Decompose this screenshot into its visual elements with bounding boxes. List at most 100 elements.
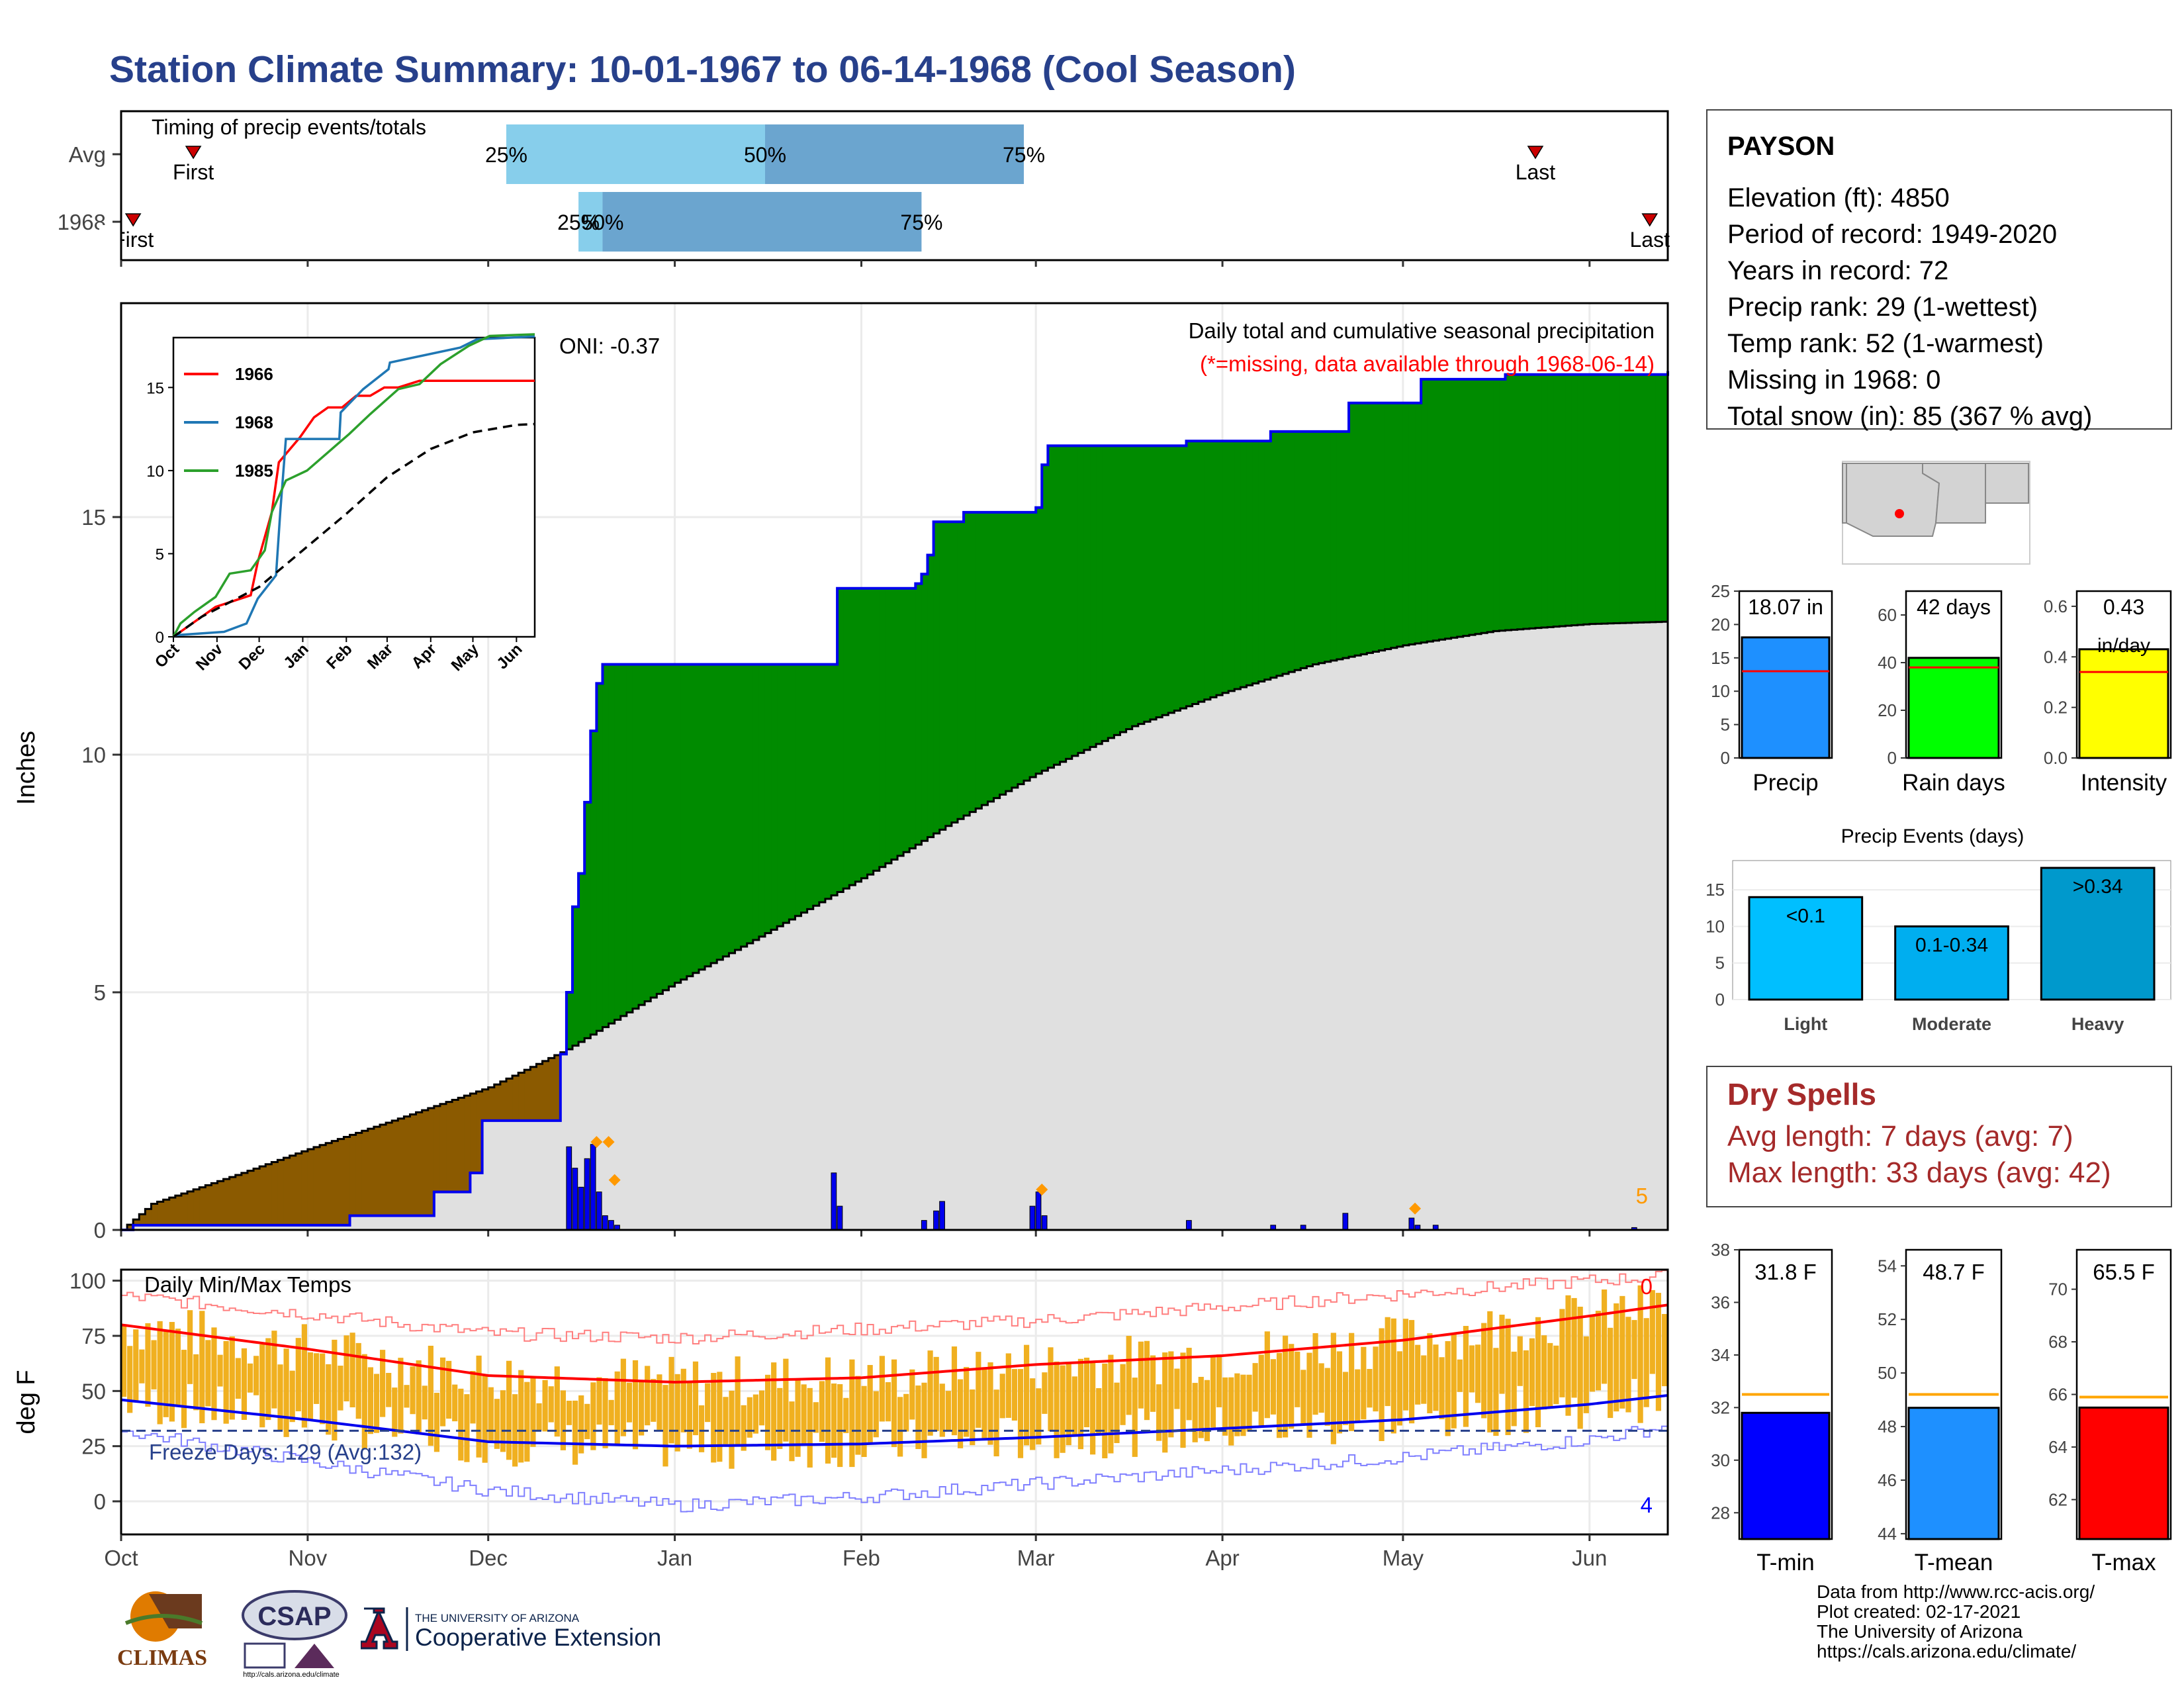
daily-temp-range-bar — [921, 1382, 927, 1458]
daily-temp-range-bar — [795, 1380, 801, 1457]
temp-summary-ytick-label: 50 — [1878, 1363, 1897, 1383]
summary-value-label: 42 days — [1917, 595, 1991, 619]
daily-temp-range-bar — [554, 1366, 560, 1437]
daily-temp-range-bar — [470, 1371, 476, 1424]
cumulative-ytick-label: 0 — [94, 1218, 106, 1243]
daily-temp-range-bar — [711, 1373, 717, 1463]
daily-temp-range-bar — [295, 1338, 301, 1411]
footer-line-url: https://cals.arizona.edu/climate/ — [1817, 1641, 2077, 1662]
daily-temp-range-bar — [175, 1329, 181, 1407]
deficit-slice — [494, 1084, 501, 1121]
cumulative-panel: 0 5 10 15 Daily total and cumulative season… — [13, 302, 1669, 1243]
deficit-slice — [530, 1066, 537, 1121]
deficit-slice — [157, 1201, 164, 1225]
daily-temp-range-bar — [764, 1374, 771, 1450]
surplus-slice — [645, 664, 651, 1002]
dry-spells-box: Dry Spells Avg length: 7 days (avg: 7) M… — [1706, 1066, 2172, 1207]
timing-bar-25-50 — [578, 192, 603, 252]
temp-summary-ytick-label: 38 — [1711, 1240, 1730, 1260]
surplus-slice — [1005, 512, 1013, 792]
surplus-slice — [1150, 445, 1157, 720]
daily-temp-range-bar — [488, 1387, 494, 1442]
surplus-slice — [1186, 441, 1193, 706]
deficit-slice — [289, 1155, 296, 1225]
daily-temp-range-bar — [1541, 1335, 1547, 1410]
daily-temp-range-bar — [187, 1310, 193, 1384]
daily-temp-range-bar — [1120, 1364, 1126, 1425]
daily-temp-range-bar — [1499, 1315, 1505, 1394]
surplus-slice — [789, 664, 796, 919]
deficit-slice — [349, 1135, 357, 1216]
surplus-slice — [1475, 379, 1482, 634]
surplus-slice — [1355, 402, 1361, 656]
station-elevation: Elevation (ft): 4850 — [1727, 183, 1950, 212]
deficit-slice — [482, 1089, 489, 1121]
station-years: Years in record: 72 — [1727, 256, 1949, 285]
daily-temp-range-bar — [1192, 1383, 1198, 1442]
deficit-slice — [235, 1174, 242, 1225]
daily-temp-range-bar — [217, 1354, 223, 1387]
temp-summary-panel-label: T-mean — [1915, 1550, 1993, 1575]
daily-temp-range-bar — [1144, 1340, 1150, 1421]
daily-temp-range-bar — [1643, 1318, 1649, 1407]
deficit-slice — [253, 1168, 260, 1225]
daily-temp-range-bar — [783, 1358, 789, 1442]
daily-temp-range-bar — [1283, 1335, 1289, 1438]
daily-temp-range-bar — [1402, 1319, 1409, 1411]
station-period: Period of record: 1949-2020 — [1727, 220, 2058, 249]
surplus-slice — [1330, 431, 1338, 661]
daily-temp-range-bar — [524, 1382, 530, 1462]
summary-unit-label: in/day — [2097, 635, 2150, 657]
surplus-slice — [1469, 379, 1476, 635]
temp-summary-ytick-label: 46 — [1878, 1470, 1897, 1490]
station-location-dot — [1895, 509, 1904, 518]
surplus-slice — [1457, 379, 1464, 637]
surplus-slice — [639, 664, 645, 1006]
surplus-slice — [1427, 379, 1433, 642]
surplus-slice — [1312, 431, 1320, 665]
surplus-slice — [831, 664, 838, 896]
summary-panel-label: Rain days — [1902, 770, 2005, 796]
daily-temp-range-bar — [1631, 1320, 1637, 1380]
daily-temp-range-bar — [614, 1371, 620, 1445]
surplus-slice — [1547, 374, 1554, 628]
daily-temp-range-bar — [1077, 1358, 1084, 1450]
csap-logo-text: CSAP — [257, 1602, 331, 1631]
daily-temp-range-bar — [843, 1397, 849, 1433]
daily-temp-range-bar — [205, 1340, 211, 1407]
surplus-slice — [897, 588, 904, 856]
daily-temp-range-bar — [578, 1395, 584, 1454]
surplus-slice — [783, 664, 790, 923]
daily-temp-range-bar — [1390, 1318, 1396, 1434]
daily-temp-range-bar — [608, 1399, 614, 1426]
deficit-slice — [439, 1103, 447, 1192]
surplus-slice — [1336, 431, 1343, 659]
timing-percentile-label: 25% — [557, 211, 600, 234]
daily-temp-range-bar — [1234, 1373, 1240, 1436]
temp-summary-ytick-label: 28 — [1711, 1503, 1730, 1523]
surplus-slice — [741, 664, 748, 947]
surplus-slice — [1415, 402, 1422, 644]
deficit-slice — [223, 1179, 230, 1225]
daily-temp-range-bar — [1637, 1285, 1643, 1423]
daily-temp-range-bar — [1367, 1368, 1373, 1408]
daily-temp-range-bar — [1240, 1374, 1246, 1436]
events-bar-label: 0.1-0.34 — [1915, 934, 1988, 956]
record-max-line — [121, 1270, 1668, 1344]
daily-temp-range-bar — [1655, 1293, 1661, 1411]
surplus-slice — [668, 664, 676, 987]
daily-temp-range-bar — [1132, 1378, 1138, 1457]
precip-events-panel: Precip Events (days) 0 5 10 15 <0.1 Light 0.1-… — [1706, 825, 2171, 1034]
surplus-slice — [981, 512, 989, 806]
surplus-slice — [807, 664, 814, 910]
surplus-slice — [584, 802, 591, 1039]
daily-temp-range-bar — [1355, 1369, 1361, 1423]
daily-temp-range-bar — [777, 1387, 783, 1449]
daily-temp-range-bar — [1396, 1351, 1402, 1426]
daily-temp-range-bar — [181, 1350, 187, 1429]
daily-temp-range-bar — [1060, 1365, 1066, 1453]
daily-temp-range-bar — [1066, 1364, 1071, 1446]
daily-temp-range-bar — [909, 1369, 915, 1420]
surplus-slice — [674, 664, 682, 983]
daily-temp-range-bar — [464, 1394, 470, 1462]
